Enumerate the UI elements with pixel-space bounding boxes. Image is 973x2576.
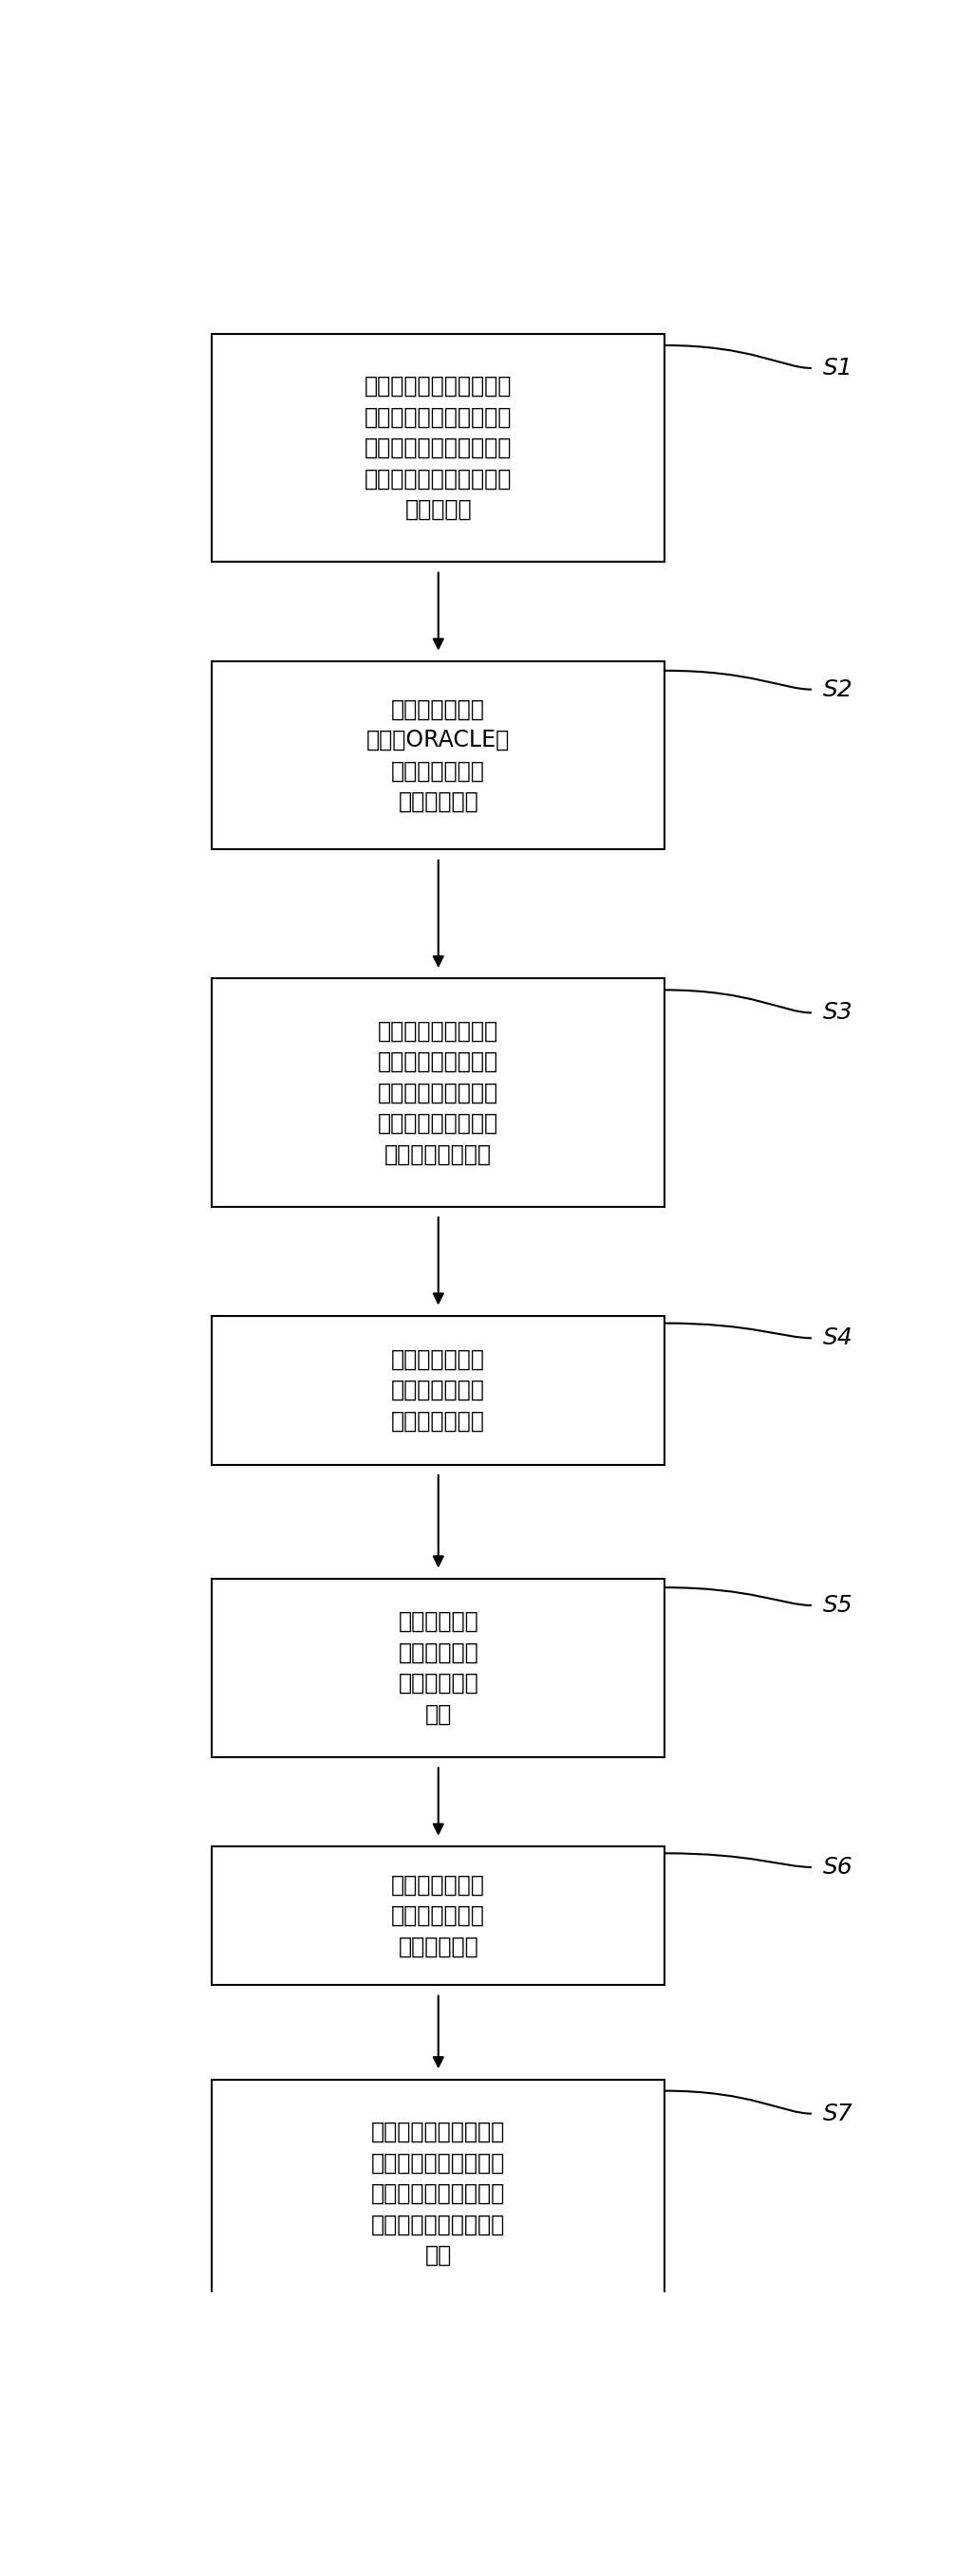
Bar [212, 335, 665, 562]
Text: S4: S4 [823, 1327, 853, 1350]
Text: 基于所述订单
信息和历史报
废率，预测报
废率: 基于所述订单 信息和历史报 废率，预测报 废率 [398, 1610, 479, 1726]
Bar [212, 1847, 665, 1986]
Text: 将所述数据模型
嵌入至ORACLE系
统中，获得系统
自动预测模型: 将所述数据模型 嵌入至ORACLE系 统中，获得系统 自动预测模型 [367, 698, 510, 814]
Text: S7: S7 [823, 2102, 853, 2125]
Bar [212, 979, 665, 1206]
Text: 基于生产投料及报废数据
和产品订单参数信息大数
据，通过分析筛选关键变
量，量化各关键变量，建
立数据模型: 基于生产投料及报废数据 和产品订单参数信息大数 据，通过分析筛选关键变 量，量化… [365, 376, 512, 520]
Text: S1: S1 [823, 355, 853, 379]
Text: 运行系统自动预测模
型程序，在已完成生
成的系统自动预测模
型中，自动匹配计算
订单的历史报废率: 运行系统自动预测模 型程序，在已完成生 成的系统自动预测模 型中，自动匹配计算 … [378, 1020, 499, 1167]
Text: 自动获取订单信
息、余数数量以
及在线订单数量: 自动获取订单信 息、余数数量以 及在线订单数量 [391, 1347, 486, 1432]
Text: S2: S2 [823, 677, 853, 701]
Bar [212, 1316, 665, 1466]
Bar [212, 1579, 665, 1757]
Bar [212, 662, 665, 850]
Text: S5: S5 [823, 1595, 853, 1618]
Text: 基于所述预测报
废率，预测订单
预投料的数量: 基于所述预测报 废率，预测订单 预投料的数量 [391, 1873, 486, 1958]
Text: 核查所述预测报废率以
及订单预投料的数量是
否存在异常数据，若不
存在异常数据，则释放
生产: 核查所述预测报废率以 及订单预投料的数量是 否存在异常数据，若不 存在异常数据，… [372, 2120, 505, 2267]
Text: S6: S6 [823, 1855, 853, 1878]
Bar [212, 2079, 665, 2308]
Text: S3: S3 [823, 1002, 853, 1025]
